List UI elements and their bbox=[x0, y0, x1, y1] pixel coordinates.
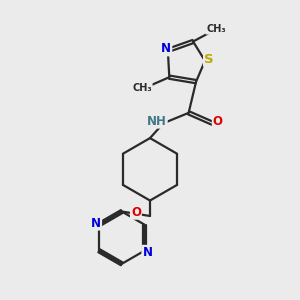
Text: S: S bbox=[204, 53, 214, 66]
Text: CH₃: CH₃ bbox=[132, 82, 152, 93]
Text: O: O bbox=[213, 115, 223, 128]
Text: N: N bbox=[91, 217, 101, 230]
Text: NH: NH bbox=[147, 115, 167, 128]
Text: N: N bbox=[161, 42, 171, 56]
Text: O: O bbox=[131, 206, 141, 219]
Text: CH₃: CH₃ bbox=[206, 24, 226, 34]
Text: N: N bbox=[142, 246, 152, 259]
